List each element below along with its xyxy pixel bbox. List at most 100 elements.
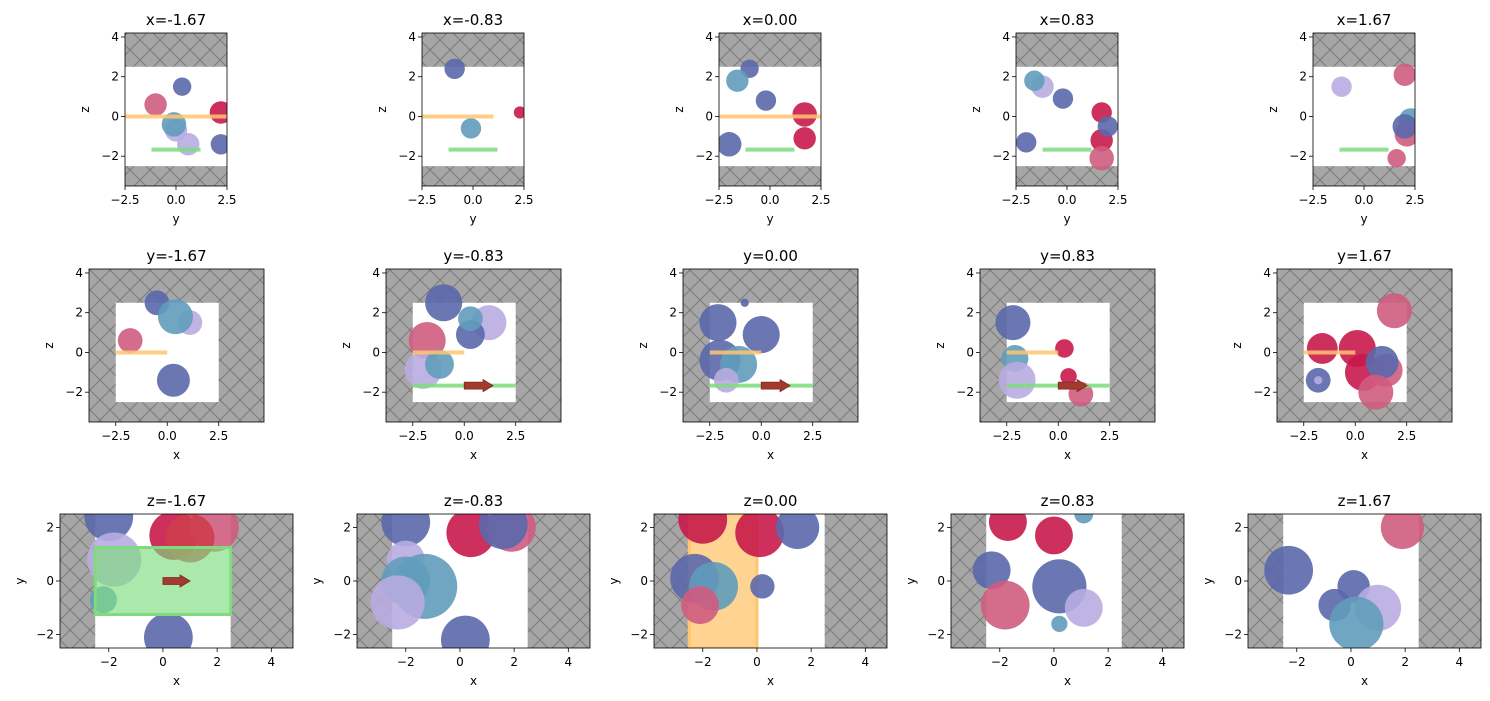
sphere — [513, 106, 524, 119]
pec-region — [125, 33, 227, 67]
plot-area — [719, 33, 821, 186]
pec-region — [1016, 166, 1118, 186]
x-axis-label: x — [1361, 674, 1368, 688]
y-tick-label: 2 — [1263, 306, 1271, 320]
plot-area — [1016, 33, 1118, 186]
sphere — [742, 316, 780, 354]
plot-area — [386, 269, 561, 422]
y-tick-label: 2 — [111, 70, 119, 84]
plot-area — [683, 269, 858, 422]
x-axis-label: x — [470, 674, 477, 688]
sphere — [1089, 145, 1114, 171]
sphere — [1024, 70, 1045, 91]
x-tick-label: 0 — [456, 655, 464, 669]
x-axis-label: y — [1063, 212, 1070, 226]
x-tick-label: 0 — [159, 655, 167, 669]
subplot-title: y=0.00 — [743, 247, 798, 265]
x-tick-label: −2 — [100, 655, 118, 669]
x-tick-label: 2 — [510, 655, 518, 669]
y-tick-label: 0 — [705, 109, 713, 123]
pec-region — [1016, 33, 1118, 67]
subplot-x=-1.67: −2.5 0.0 2.5 −2 0 2 4 x=-1.67 y z — [78, 11, 237, 226]
subplot-y=0.83: −2.5 0.0 2.5 −2 0 2 4 y=0.83 x z — [933, 247, 1156, 462]
sphere — [735, 514, 785, 558]
plot-area — [89, 269, 264, 422]
sphere — [1064, 588, 1103, 627]
sphere — [478, 514, 528, 550]
y-tick-label: 0 — [1234, 574, 1242, 588]
sphere — [1393, 63, 1415, 86]
pec-region — [386, 269, 561, 303]
sphere — [755, 90, 777, 111]
sphere — [699, 304, 737, 342]
x-tick-label: 0.0 — [158, 429, 177, 443]
pec-region — [1418, 514, 1481, 648]
sphere — [726, 69, 749, 92]
sphere — [144, 93, 167, 116]
sphere — [775, 514, 820, 550]
x-tick-label: −2.5 — [101, 429, 130, 443]
subplot-x=0.00: −2.5 0.0 2.5 −2 0 2 4 x=0.00 y z — [672, 11, 831, 226]
y-tick-label: −2 — [1253, 385, 1271, 399]
pec-region — [824, 514, 887, 648]
y-tick-label: 2 — [46, 520, 54, 534]
y-tick-label: −2 — [630, 628, 648, 642]
x-axis-label: x — [470, 448, 477, 462]
x-tick-label: 0.0 — [463, 193, 482, 207]
subplot-y=1.67: −2.5 0.0 2.5 −2 0 2 4 y=1.67 x z — [1230, 247, 1453, 462]
x-axis-label: y — [766, 212, 773, 226]
subplot-title: z=-1.67 — [147, 492, 206, 510]
y-tick-label: 2 — [1002, 70, 1010, 84]
subplot-z=0.83: −2 0 2 4 −2 0 2 z=0.83 x y — [904, 492, 1185, 688]
y-tick-label: 0 — [111, 109, 119, 123]
y-tick-label: −2 — [927, 628, 945, 642]
pec-region — [60, 514, 96, 648]
y-tick-label: 0 — [372, 345, 380, 359]
plot-area — [357, 514, 590, 648]
arrow-marker — [162, 574, 191, 588]
y-axis-label: y — [904, 577, 918, 584]
y-axis-label: z — [969, 106, 983, 112]
y-axis-label: z — [672, 106, 686, 112]
y-tick-label: 2 — [669, 306, 677, 320]
arrow-marker — [463, 378, 494, 393]
x-tick-label: 0.0 — [1057, 193, 1076, 207]
axes-frame — [385, 268, 562, 423]
pec-region — [1277, 269, 1452, 303]
sphere — [681, 586, 720, 625]
y-tick-label: 0 — [75, 345, 83, 359]
x-tick-label: −2 — [991, 655, 1009, 669]
x-tick-label: 2.5 — [1405, 193, 1424, 207]
subplot-y=-0.83: −2.5 0.0 2.5 −2 0 2 4 y=-0.83 x z — [339, 247, 562, 462]
y-axis-label: y — [1201, 577, 1215, 584]
subplot-title: z=1.67 — [1338, 492, 1392, 510]
y-tick-label: 0 — [640, 574, 648, 588]
subplot-title: z=0.00 — [744, 492, 798, 510]
sphere — [209, 101, 227, 124]
y-tick-label: 0 — [343, 574, 351, 588]
y-tick-label: 0 — [966, 345, 974, 359]
subplot-title: y=-1.67 — [146, 247, 206, 265]
subplot-title: x=1.67 — [1337, 11, 1392, 29]
x-tick-label: 4 — [268, 655, 276, 669]
sphere — [143, 612, 193, 648]
x-tick-label: 2.5 — [209, 429, 228, 443]
x-tick-label: 2.5 — [1397, 429, 1416, 443]
x-tick-label: −2.5 — [1001, 193, 1030, 207]
subplot-x=-0.83: −2.5 0.0 2.5 −2 0 2 4 x=-0.83 y z — [375, 11, 534, 226]
plot-area — [1313, 33, 1415, 186]
sphere — [370, 575, 425, 630]
y-axis-label: z — [375, 106, 389, 112]
sphere — [998, 361, 1036, 399]
pec-region — [1121, 514, 1184, 648]
x-tick-label: 2 — [213, 655, 221, 669]
sphere — [1314, 376, 1323, 385]
y-tick-label: 4 — [111, 30, 119, 44]
x-tick-label: 4 — [862, 655, 870, 669]
sphere — [1016, 132, 1037, 153]
subplot-title: z=-0.83 — [444, 492, 503, 510]
y-tick-label: 4 — [705, 30, 713, 44]
y-axis-label: y — [13, 577, 27, 584]
y-tick-label: 4 — [372, 266, 380, 280]
